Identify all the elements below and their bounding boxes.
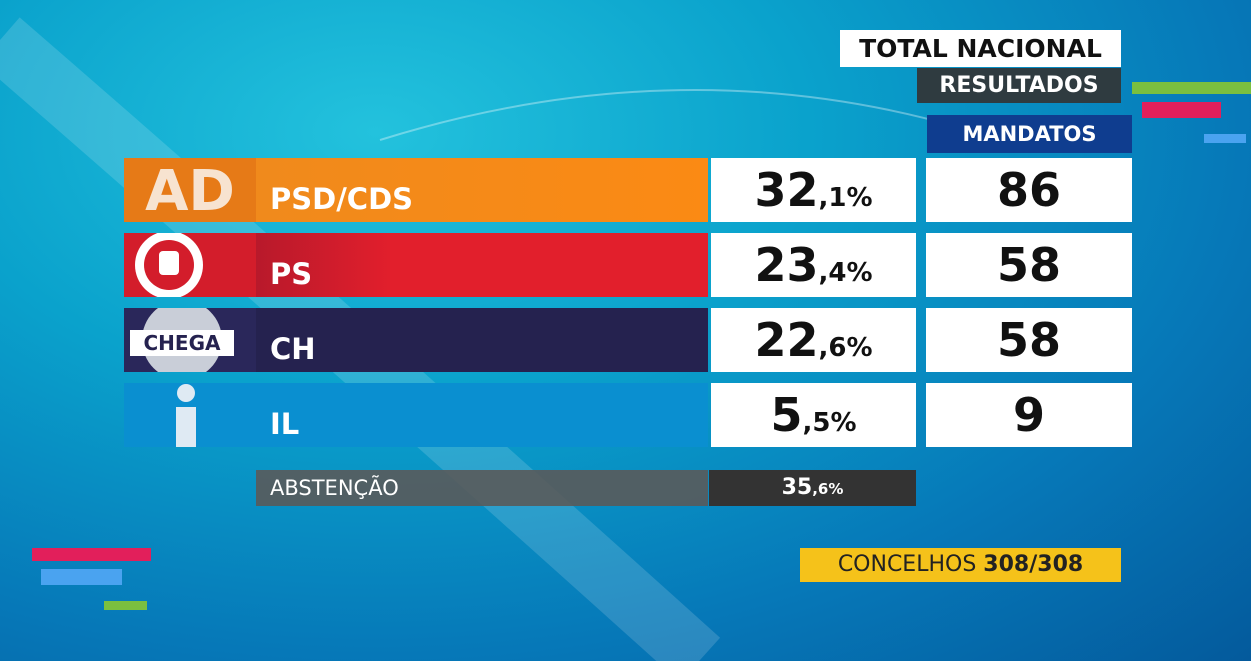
vote-percent: 32,1%: [711, 158, 916, 222]
subtitle: RESULTADOS: [917, 68, 1121, 103]
party-logo: AD: [124, 158, 256, 222]
party-name: CH: [256, 308, 708, 372]
party-name: PS: [256, 233, 708, 297]
seats: 58: [926, 233, 1132, 297]
vote-percent: 23,4%: [711, 233, 916, 297]
title: TOTAL NACIONAL: [840, 30, 1121, 67]
party-name: IL: [256, 383, 708, 447]
abstention-value: 35,6%: [709, 470, 916, 506]
seats: 58: [926, 308, 1132, 372]
counties-value: 308/308: [983, 552, 1084, 577]
vote-percent: 22,6%: [711, 308, 916, 372]
party-logo: [124, 233, 256, 297]
seats-header: MANDATOS: [927, 115, 1132, 153]
party-logo: CHEGA: [124, 308, 256, 372]
abstention-label: ABSTENÇÃO: [256, 470, 708, 506]
logo-text: CHEGA: [144, 331, 221, 355]
counties-counter: CONCELHOS 308/308: [800, 548, 1121, 582]
seats: 86: [926, 158, 1132, 222]
seats: 9: [926, 383, 1132, 447]
party-logo: [124, 383, 256, 447]
party-name: PSD/CDS: [256, 158, 708, 222]
logo-text: AD: [145, 159, 235, 222]
counties-label: CONCELHOS: [837, 552, 977, 577]
vote-percent: 5,5%: [711, 383, 916, 447]
